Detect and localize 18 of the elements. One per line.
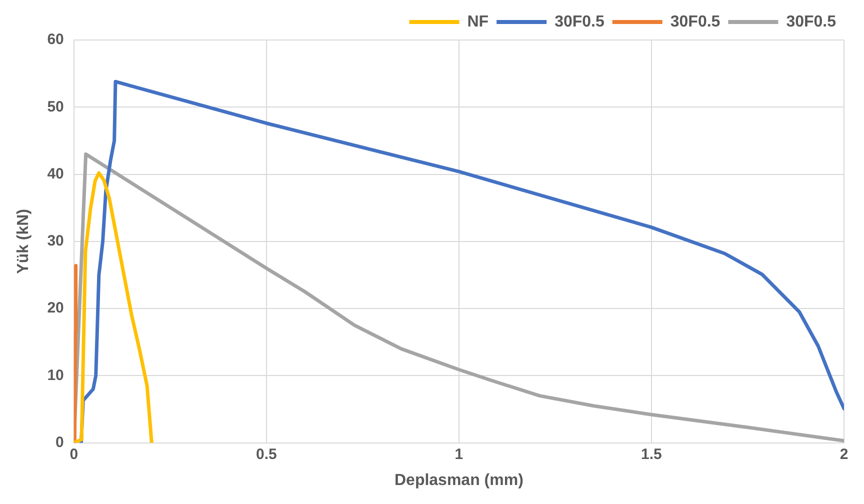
x-tick-label: 2 xyxy=(840,446,848,463)
y-axis-title: Yük (kN) xyxy=(15,208,32,274)
legend-label: 30F0.5 xyxy=(554,13,604,30)
x-tick-label: 0.5 xyxy=(256,446,277,463)
legend-label: NF xyxy=(467,13,489,30)
y-tick-label: 0 xyxy=(56,434,64,451)
y-tick-label: 40 xyxy=(47,165,64,182)
x-tick-label: 0 xyxy=(70,446,78,463)
y-tick-label: 30 xyxy=(47,232,64,250)
legend-label: 30F0.5 xyxy=(670,13,720,30)
x-tick-label: 1.5 xyxy=(641,446,662,463)
y-tick-label: 20 xyxy=(47,300,64,317)
legend-label: 30F0.5 xyxy=(786,13,836,30)
x-axis-title: Deplasman (mm) xyxy=(394,472,524,489)
x-tick-label: 1 xyxy=(454,446,464,463)
y-tick-label: 10 xyxy=(47,366,64,384)
y-tick-label: 60 xyxy=(47,31,64,48)
y-tick-label: 50 xyxy=(47,98,64,116)
